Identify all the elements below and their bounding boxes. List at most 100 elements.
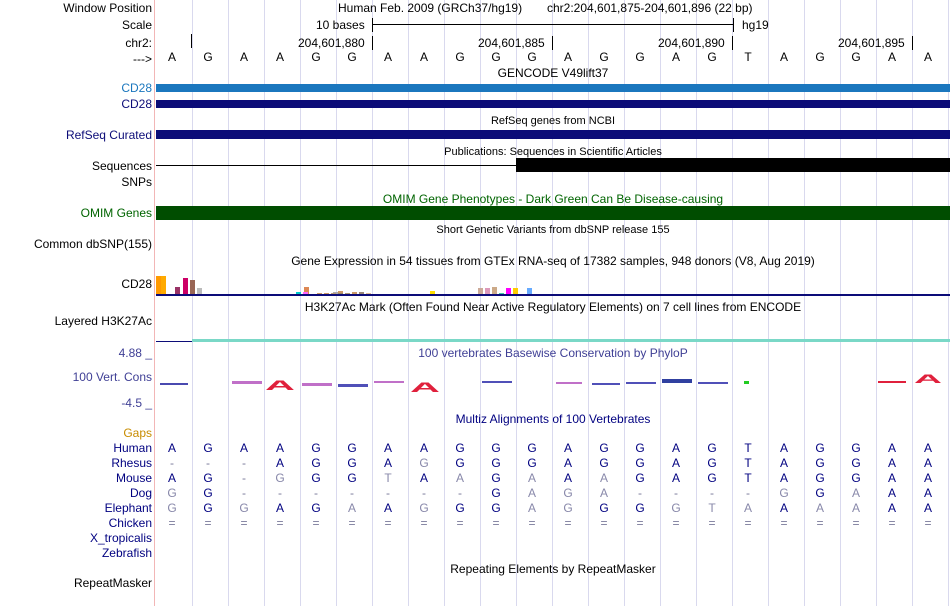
- species-label[interactable]: Mouse: [115, 471, 152, 485]
- base: A: [275, 50, 284, 64]
- publication-sequence-line[interactable]: [156, 165, 516, 166]
- label-phylop-min: -4.5 _: [121, 396, 152, 410]
- gtex-tissue-bar[interactable]: [345, 293, 350, 294]
- gtex-tissue-bar[interactable]: [352, 292, 357, 294]
- grid-line: [480, 0, 481, 606]
- multiz-base: A: [923, 486, 932, 500]
- gtex-tissue-bar[interactable]: [338, 293, 343, 294]
- species-label[interactable]: Chicken: [108, 516, 152, 530]
- multiz-base: G: [851, 441, 861, 455]
- base: G: [527, 50, 537, 64]
- gtex-tissue-bar[interactable]: [513, 288, 518, 294]
- multiz-base: G: [779, 486, 789, 500]
- gtex-tissue-bar[interactable]: [183, 278, 188, 294]
- multiz-base: A: [923, 456, 932, 470]
- label-cd28-gencode-1[interactable]: CD28: [121, 81, 152, 95]
- multiz-base: A: [671, 441, 680, 455]
- label-sequences[interactable]: Sequences: [91, 159, 152, 173]
- gtex-tissue-bar[interactable]: [156, 276, 161, 294]
- multiz-base: =: [636, 516, 644, 530]
- label-common-dbsnp[interactable]: Common dbSNP(155): [33, 237, 152, 251]
- grid-line: [804, 0, 805, 606]
- omim-gene-bar[interactable]: [156, 206, 950, 220]
- base: A: [671, 50, 680, 64]
- multiz-base: A: [671, 471, 680, 485]
- gtex-tissue-bar[interactable]: [324, 293, 329, 294]
- label-gaps[interactable]: Gaps: [123, 426, 152, 440]
- multiz-base: G: [239, 501, 249, 515]
- species-label[interactable]: Rhesus: [111, 456, 152, 470]
- multiz-base: =: [600, 516, 608, 530]
- gtex-tissue-bar[interactable]: [485, 288, 490, 294]
- refseq-cd28-bar[interactable]: [156, 130, 950, 139]
- species-label[interactable]: Zebrafish: [101, 546, 152, 560]
- multiz-base: G: [455, 501, 465, 515]
- multiz-base: T: [744, 456, 752, 470]
- multiz-base: G: [455, 456, 465, 470]
- label-refseq-curated[interactable]: RefSeq Curated: [65, 128, 152, 142]
- label-omim-genes[interactable]: OMIM Genes: [80, 206, 152, 220]
- gtex-tissue-bar[interactable]: [506, 288, 511, 294]
- gtex-tissue-bar[interactable]: [478, 288, 483, 294]
- gencode-cd28-dark-bar[interactable]: [156, 100, 950, 108]
- multiz-base: A: [455, 471, 464, 485]
- multiz-base: A: [887, 486, 896, 500]
- gtex-tissue-bar[interactable]: [161, 276, 166, 294]
- species-label[interactable]: Elephant: [104, 501, 152, 515]
- label-cd28-gtex[interactable]: CD28: [121, 277, 152, 291]
- species-label[interactable]: Dog: [129, 486, 152, 500]
- gtex-tissue-bar[interactable]: [499, 293, 504, 294]
- gtex-tissue-bar[interactable]: [527, 288, 532, 294]
- multiz-base: G: [167, 486, 177, 500]
- gtex-tissue-bar[interactable]: [303, 292, 308, 294]
- label-100-vert-cons[interactable]: 100 Vert. Cons: [72, 370, 152, 384]
- gtex-tissue-bar[interactable]: [331, 293, 336, 294]
- multiz-base: =: [708, 516, 716, 530]
- label-cd28-gencode-2[interactable]: CD28: [121, 97, 152, 111]
- multiz-base: A: [419, 441, 428, 455]
- multiz-base: A: [527, 471, 536, 485]
- ruler-tick: [372, 36, 373, 50]
- multiz-base: A: [563, 456, 572, 470]
- multiz-base: A: [239, 441, 248, 455]
- multiz-base: A: [923, 441, 932, 455]
- label-snps[interactable]: SNPs: [121, 175, 152, 189]
- gtex-tissue-bar[interactable]: [304, 287, 309, 294]
- gtex-tissue-bar[interactable]: [338, 291, 343, 294]
- label-repeatmasker[interactable]: RepeatMasker: [73, 576, 152, 590]
- h3k27ac-signal[interactable]: [192, 339, 950, 342]
- gtex-tissue-bar[interactable]: [317, 293, 322, 294]
- base: A: [887, 50, 896, 64]
- multiz-base: G: [815, 456, 825, 470]
- gtex-tissue-bar[interactable]: [296, 292, 301, 294]
- track-title-dbsnp: Short Genetic Variants from dbSNP releas…: [436, 224, 670, 236]
- gtex-tissue-bar[interactable]: [430, 291, 435, 294]
- label-layered-h3k27ac[interactable]: Layered H3K27Ac: [54, 314, 152, 328]
- multiz-base: G: [167, 501, 177, 515]
- label-phylop-max: 4.88 _: [118, 346, 152, 360]
- species-label[interactable]: X_tropicalis: [89, 531, 152, 545]
- species-label[interactable]: Human: [113, 441, 152, 455]
- multiz-base: G: [815, 441, 825, 455]
- publication-sequence-block[interactable]: [516, 158, 950, 172]
- gtex-tissue-bar[interactable]: [175, 287, 180, 294]
- multiz-base: =: [456, 516, 464, 530]
- multiz-base: =: [744, 516, 752, 530]
- multiz-base: A: [383, 456, 392, 470]
- multiz-base: =: [924, 516, 932, 530]
- grid-line: [444, 0, 445, 606]
- multiz-base: A: [275, 501, 284, 515]
- multiz-base: -: [242, 456, 246, 470]
- gtex-tissue-bar[interactable]: [359, 292, 364, 294]
- gtex-tissue-bar[interactable]: [492, 287, 497, 294]
- multiz-base: -: [746, 486, 750, 500]
- multiz-base: =: [492, 516, 500, 530]
- gtex-tissue-bar[interactable]: [366, 293, 371, 294]
- base: A: [923, 50, 932, 64]
- gencode-cd28-light-bar[interactable]: [156, 84, 950, 92]
- multiz-base: A: [383, 441, 392, 455]
- gtex-tissue-bar[interactable]: [190, 280, 195, 294]
- multiz-base: A: [851, 501, 860, 515]
- gtex-tissue-bar[interactable]: [197, 288, 202, 294]
